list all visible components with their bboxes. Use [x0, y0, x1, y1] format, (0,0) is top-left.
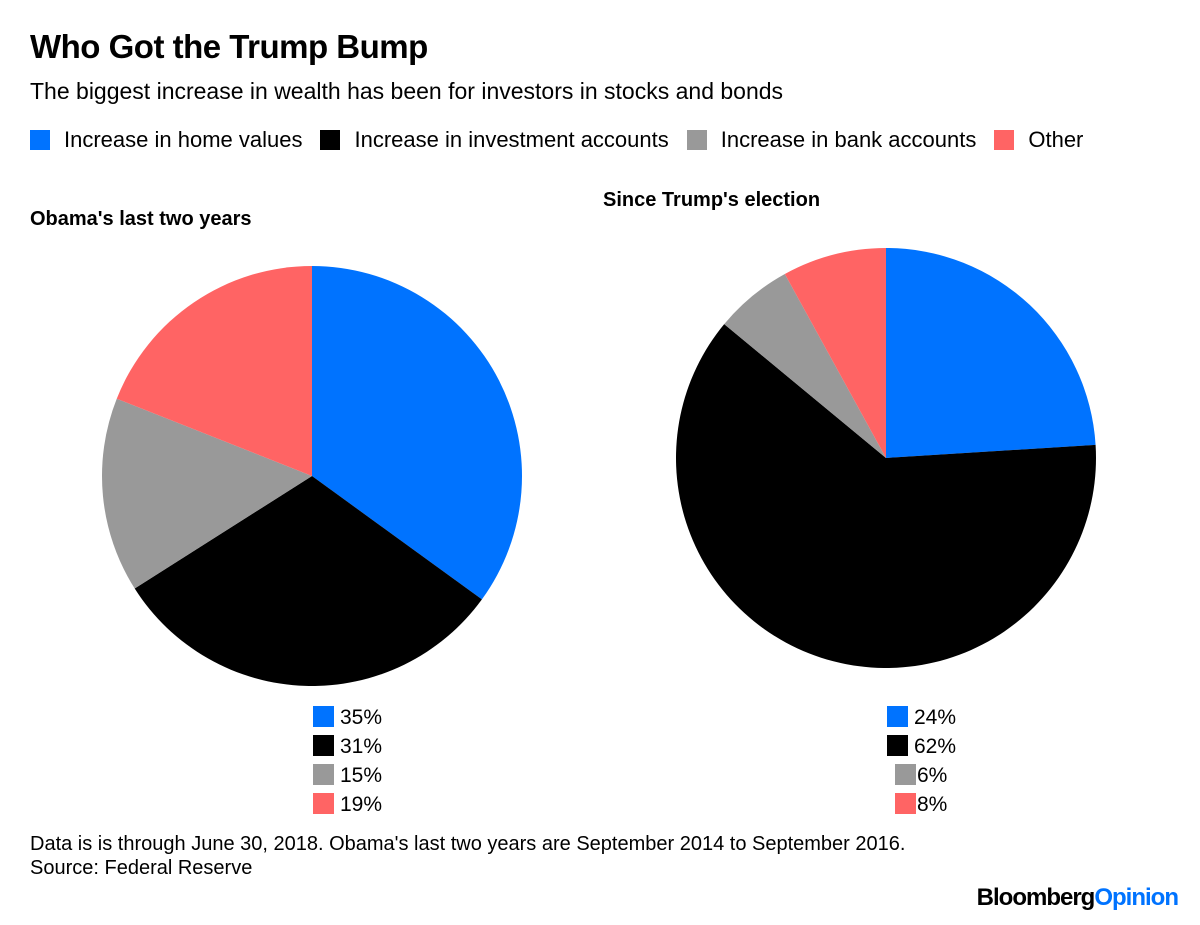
- legend-item-home: Increase in home values: [30, 127, 302, 153]
- note-text: Data is is through June 30, 2018. Obama'…: [30, 833, 906, 855]
- pie0-value-label: 19%: [340, 793, 383, 816]
- pie1-value-swatch: [887, 735, 908, 756]
- pie1-value-swatch: [895, 793, 916, 814]
- logo-main: Bloomberg: [976, 884, 1096, 911]
- legend-item-bank: Increase in bank accounts: [686, 127, 977, 153]
- legend-item-investment: Increase in investment accounts: [320, 127, 669, 153]
- pie0-value-swatch: [313, 793, 334, 814]
- pie0-slice-home: [312, 266, 522, 600]
- bloomberg-opinion-logo: BloombergOpinion: [976, 884, 1179, 912]
- legend-swatch: [994, 130, 1015, 150]
- pie0-slice-investment: [134, 476, 482, 686]
- pie0-slice-other: [116, 266, 312, 476]
- pie0-value-swatch: [313, 735, 334, 756]
- pie1-slice-investment: [676, 324, 1096, 668]
- pie1-slice-other: [784, 248, 886, 458]
- chart-title: Who Got the Trump Bump: [30, 28, 428, 65]
- footnote: Data is is through June 30, 2018. Obama'…: [30, 832, 910, 880]
- legend-swatch: [686, 130, 707, 150]
- pie1-value-label: 62%: [914, 735, 957, 758]
- legend-label: Increase in investment accounts: [354, 127, 669, 152]
- pie0-value-label: 31%: [340, 735, 383, 758]
- pie1-value-swatch: [895, 764, 916, 785]
- pie0-slice-bank: [102, 398, 313, 589]
- pie0-value-swatch: [313, 764, 334, 785]
- legend-label: Increase in bank accounts: [720, 127, 977, 152]
- pie0-value-label: 35%: [340, 706, 383, 729]
- pie0-value-swatch: [313, 706, 334, 727]
- pie1-value-label: 24%: [914, 706, 957, 729]
- legend: Increase in home values Increase in inves…: [30, 127, 1083, 153]
- pie1-value-label: 8%: [917, 793, 948, 816]
- source-text: Source: Federal Reserve: [30, 857, 253, 879]
- legend-label: Increase in home values: [64, 127, 303, 152]
- legend-swatch: [320, 130, 341, 150]
- pie0-value-label: 15%: [340, 764, 383, 787]
- legend-item-other: Other: [994, 127, 1083, 153]
- pie1-slice-bank: [724, 273, 886, 458]
- legend-label: Other: [1028, 127, 1084, 152]
- pie1-value-label: 6%: [917, 764, 948, 787]
- pie1-slice-home: [886, 248, 1096, 458]
- pie-title-obama: Obama's last two years: [30, 208, 252, 230]
- logo-accent: Opinion: [1094, 884, 1179, 911]
- pie-title-trump: Since Trump's election: [603, 189, 821, 211]
- pie1-value-swatch: [887, 706, 908, 727]
- legend-swatch: [30, 130, 50, 150]
- chart-subtitle: The biggest increase in wealth has been …: [30, 78, 784, 104]
